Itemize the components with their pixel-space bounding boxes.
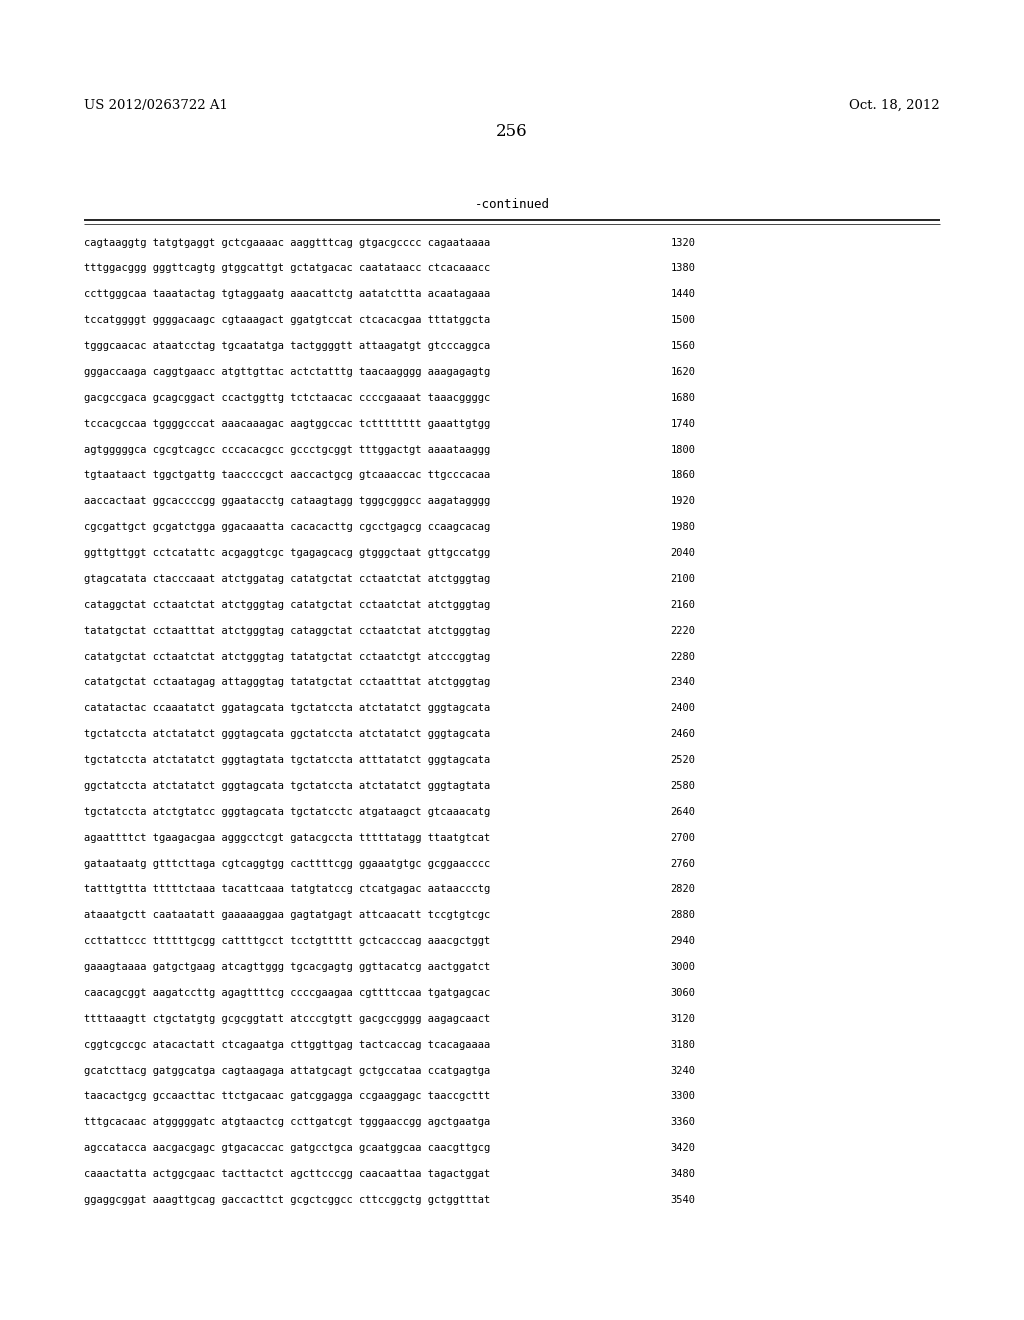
Text: gaaagtaaaa gatgctgaag atcagttggg tgcacgagtg ggttacatcg aactggatct: gaaagtaaaa gatgctgaag atcagttggg tgcacga… — [84, 962, 490, 972]
Text: 1740: 1740 — [671, 418, 695, 429]
Text: 2400: 2400 — [671, 704, 695, 713]
Text: ccttattccc ttttttgcgg cattttgcct tcctgttttt gctcacccag aaacgctggt: ccttattccc ttttttgcgg cattttgcct tcctgtt… — [84, 936, 490, 946]
Text: gtagcatata ctacccaaat atctggatag catatgctat cctaatctat atctgggtag: gtagcatata ctacccaaat atctggatag catatgc… — [84, 574, 490, 583]
Text: tgtaataact tggctgattg taaccccgct aaccactgcg gtcaaaccac ttgcccacaa: tgtaataact tggctgattg taaccccgct aaccact… — [84, 470, 490, 480]
Text: 2160: 2160 — [671, 599, 695, 610]
Text: 1980: 1980 — [671, 523, 695, 532]
Text: 1440: 1440 — [671, 289, 695, 300]
Text: tgctatccta atctatatct gggtagcata ggctatccta atctatatct gggtagcata: tgctatccta atctatatct gggtagcata ggctatc… — [84, 729, 490, 739]
Text: 256: 256 — [497, 124, 527, 140]
Text: 1800: 1800 — [671, 445, 695, 454]
Text: 2040: 2040 — [671, 548, 695, 558]
Text: 1500: 1500 — [671, 315, 695, 325]
Text: tgctatccta atctatatct gggtagtata tgctatccta atttatatct gggtagcata: tgctatccta atctatatct gggtagtata tgctatc… — [84, 755, 490, 766]
Text: catatactac ccaaatatct ggatagcata tgctatccta atctatatct gggtagcata: catatactac ccaaatatct ggatagcata tgctatc… — [84, 704, 490, 713]
Text: 2700: 2700 — [671, 833, 695, 842]
Text: 1380: 1380 — [671, 264, 695, 273]
Text: ggttgttggt cctcatattc acgaggtcgc tgagagcacg gtgggctaat gttgccatgg: ggttgttggt cctcatattc acgaggtcgc tgagagc… — [84, 548, 490, 558]
Text: catatgctat cctaatctat atctgggtag tatatgctat cctaatctgt atcccggtag: catatgctat cctaatctat atctgggtag tatatgc… — [84, 652, 490, 661]
Text: 3540: 3540 — [671, 1195, 695, 1205]
Text: ataaatgctt caataatatt gaaaaaggaa gagtatgagt attcaacatt tccgtgtcgc: ataaatgctt caataatatt gaaaaaggaa gagtatg… — [84, 911, 490, 920]
Text: Oct. 18, 2012: Oct. 18, 2012 — [849, 99, 940, 112]
Text: gataataatg gtttcttaga cgtcaggtgg cacttttcgg ggaaatgtgc gcggaacccc: gataataatg gtttcttaga cgtcaggtgg cactttt… — [84, 858, 490, 869]
Text: US 2012/0263722 A1: US 2012/0263722 A1 — [84, 99, 228, 112]
Text: caacagcggt aagatccttg agagttttcg ccccgaagaa cgttttccaa tgatgagcac: caacagcggt aagatccttg agagttttcg ccccgaa… — [84, 987, 490, 998]
Text: ccttgggcaa taaatactag tgtaggaatg aaacattctg aatatcttta acaatagaaa: ccttgggcaa taaatactag tgtaggaatg aaacatt… — [84, 289, 490, 300]
Text: aaccactaat ggcaccccgg ggaatacctg cataagtagg tgggcgggcc aagatagggg: aaccactaat ggcaccccgg ggaatacctg cataagt… — [84, 496, 490, 507]
Text: 3000: 3000 — [671, 962, 695, 972]
Text: tccatggggt ggggacaagc cgtaaagact ggatgtccat ctcacacgaa tttatggcta: tccatggggt ggggacaagc cgtaaagact ggatgtc… — [84, 315, 490, 325]
Text: tatttgttta tttttctaaa tacattcaaa tatgtatccg ctcatgagac aataaccctg: tatttgttta tttttctaaa tacattcaaa tatgtat… — [84, 884, 490, 895]
Text: 1560: 1560 — [671, 341, 695, 351]
Text: agccatacca aacgacgagc gtgacaccac gatgcctgca gcaatggcaa caacgttgcg: agccatacca aacgacgagc gtgacaccac gatgcct… — [84, 1143, 490, 1154]
Text: ggaggcggat aaagttgcag gaccacttct gcgctcggcc cttccggctg gctggtttat: ggaggcggat aaagttgcag gaccacttct gcgctcg… — [84, 1195, 490, 1205]
Text: taacactgcg gccaacttac ttctgacaac gatcggagga ccgaaggagc taaccgcttt: taacactgcg gccaacttac ttctgacaac gatcgga… — [84, 1092, 490, 1101]
Text: tccacgccaa tggggcccat aaacaaagac aagtggccac tctttttttt gaaattgtgg: tccacgccaa tggggcccat aaacaaagac aagtggc… — [84, 418, 490, 429]
Text: 2340: 2340 — [671, 677, 695, 688]
Text: 2820: 2820 — [671, 884, 695, 895]
Text: agtgggggca cgcgtcagcc cccacacgcc gccctgcggt tttggactgt aaaataaggg: agtgggggca cgcgtcagcc cccacacgcc gccctgc… — [84, 445, 490, 454]
Text: tgggcaacac ataatcctag tgcaatatga tactggggtt attaagatgt gtcccaggca: tgggcaacac ataatcctag tgcaatatga tactggg… — [84, 341, 490, 351]
Text: 3240: 3240 — [671, 1065, 695, 1076]
Text: tttgcacaac atgggggatc atgtaactcg ccttgatcgt tgggaaccgg agctgaatga: tttgcacaac atgggggatc atgtaactcg ccttgat… — [84, 1117, 490, 1127]
Text: 2220: 2220 — [671, 626, 695, 636]
Text: caaactatta actggcgaac tacttactct agcttcccgg caacaattaa tagactggat: caaactatta actggcgaac tacttactct agcttcc… — [84, 1170, 490, 1179]
Text: 2640: 2640 — [671, 807, 695, 817]
Text: 1680: 1680 — [671, 393, 695, 403]
Text: agaattttct tgaagacgaa agggcctcgt gatacgccta tttttatagg ttaatgtcat: agaattttct tgaagacgaa agggcctcgt gatacgc… — [84, 833, 490, 842]
Text: 3120: 3120 — [671, 1014, 695, 1024]
Text: -continued: -continued — [474, 198, 550, 211]
Text: cggtcgccgc atacactatt ctcagaatga cttggttgag tactcaccag tcacagaaaa: cggtcgccgc atacactatt ctcagaatga cttggtt… — [84, 1040, 490, 1049]
Text: 1860: 1860 — [671, 470, 695, 480]
Text: cagtaaggtg tatgtgaggt gctcgaaaac aaggtttcag gtgacgcccc cagaataaaa: cagtaaggtg tatgtgaggt gctcgaaaac aaggttt… — [84, 238, 490, 248]
Text: 2580: 2580 — [671, 781, 695, 791]
Text: 3420: 3420 — [671, 1143, 695, 1154]
Text: catatgctat cctaatagag attagggtag tatatgctat cctaatttat atctgggtag: catatgctat cctaatagag attagggtag tatatgc… — [84, 677, 490, 688]
Text: 1920: 1920 — [671, 496, 695, 507]
Text: 2100: 2100 — [671, 574, 695, 583]
Text: 2880: 2880 — [671, 911, 695, 920]
Text: 3180: 3180 — [671, 1040, 695, 1049]
Text: ggctatccta atctatatct gggtagcata tgctatccta atctatatct gggtagtata: ggctatccta atctatatct gggtagcata tgctatc… — [84, 781, 490, 791]
Text: 2760: 2760 — [671, 858, 695, 869]
Text: 3480: 3480 — [671, 1170, 695, 1179]
Text: ttttaaagtt ctgctatgtg gcgcggtatt atcccgtgtt gacgccgggg aagagcaact: ttttaaagtt ctgctatgtg gcgcggtatt atcccgt… — [84, 1014, 490, 1024]
Text: 2940: 2940 — [671, 936, 695, 946]
Text: gcatcttacg gatggcatga cagtaagaga attatgcagt gctgccataa ccatgagtga: gcatcttacg gatggcatga cagtaagaga attatgc… — [84, 1065, 490, 1076]
Text: 3360: 3360 — [671, 1117, 695, 1127]
Text: 2280: 2280 — [671, 652, 695, 661]
Text: 1320: 1320 — [671, 238, 695, 248]
Text: cgcgattgct gcgatctgga ggacaaatta cacacacttg cgcctgagcg ccaagcacag: cgcgattgct gcgatctgga ggacaaatta cacacac… — [84, 523, 490, 532]
Text: gacgccgaca gcagcggact ccactggttg tctctaacac ccccgaaaat taaacggggc: gacgccgaca gcagcggact ccactggttg tctctaa… — [84, 393, 490, 403]
Text: tatatgctat cctaatttat atctgggtag cataggctat cctaatctat atctgggtag: tatatgctat cctaatttat atctgggtag cataggc… — [84, 626, 490, 636]
Text: cataggctat cctaatctat atctgggtag catatgctat cctaatctat atctgggtag: cataggctat cctaatctat atctgggtag catatgc… — [84, 599, 490, 610]
Text: tttggacggg gggttcagtg gtggcattgt gctatgacac caatataacc ctcacaaacc: tttggacggg gggttcagtg gtggcattgt gctatga… — [84, 264, 490, 273]
Text: 2520: 2520 — [671, 755, 695, 766]
Text: tgctatccta atctgtatcc gggtagcata tgctatcctc atgataagct gtcaaacatg: tgctatccta atctgtatcc gggtagcata tgctatc… — [84, 807, 490, 817]
Text: 1620: 1620 — [671, 367, 695, 378]
Text: 3060: 3060 — [671, 987, 695, 998]
Text: 3300: 3300 — [671, 1092, 695, 1101]
Text: gggaccaaga caggtgaacc atgttgttac actctatttg taacaagggg aaagagagtg: gggaccaaga caggtgaacc atgttgttac actctat… — [84, 367, 490, 378]
Text: 2460: 2460 — [671, 729, 695, 739]
